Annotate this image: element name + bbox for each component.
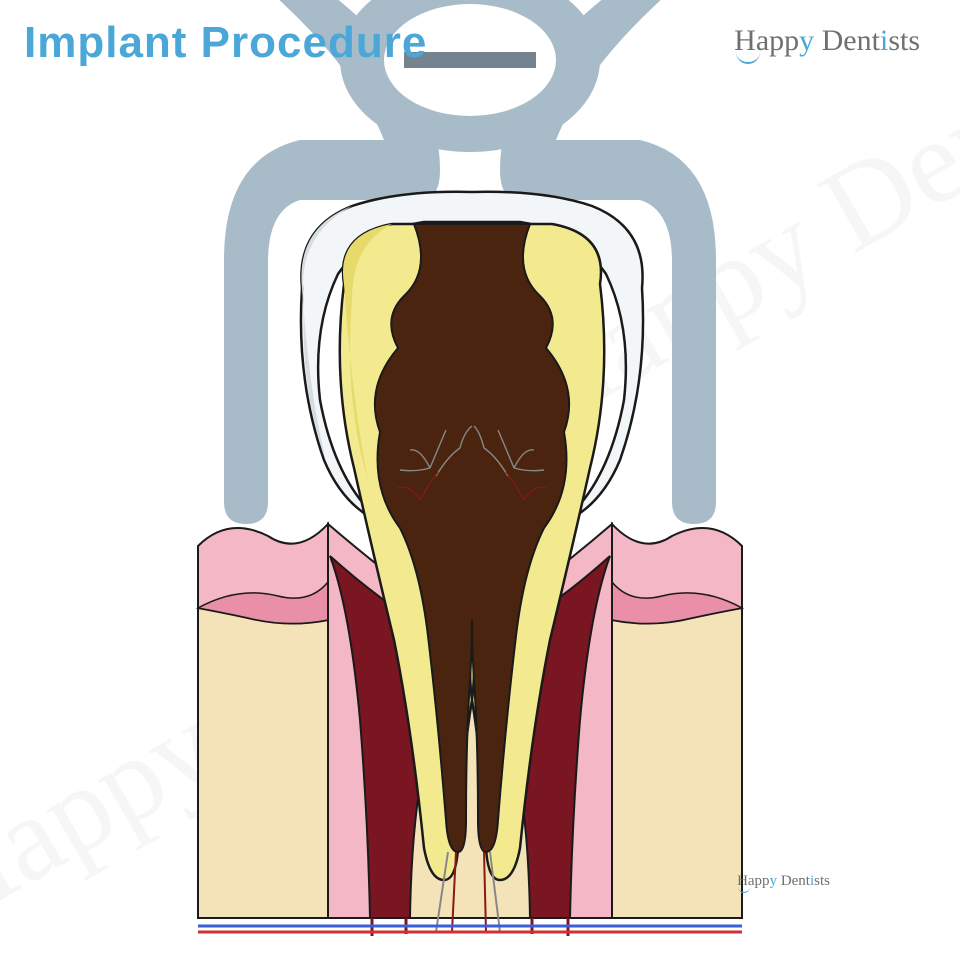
logo-small-mid: Dent <box>777 873 810 889</box>
implant-diagram <box>0 0 960 960</box>
logo-end: sts <box>888 24 920 57</box>
page-title: Implant Procedure <box>24 18 427 68</box>
logo-small-end: sts <box>814 873 830 889</box>
brand-logo-small: Happy Dentists <box>737 873 830 890</box>
brand-logo: Happy Dentists <box>734 24 920 58</box>
logo-y: y <box>799 24 814 57</box>
logo-small-h: Happ <box>737 873 770 890</box>
logo-small-y: y <box>770 873 778 889</box>
logo-mid: Dent <box>814 24 880 57</box>
vessel-lines <box>198 926 742 938</box>
logo-h: Happ <box>734 24 799 58</box>
